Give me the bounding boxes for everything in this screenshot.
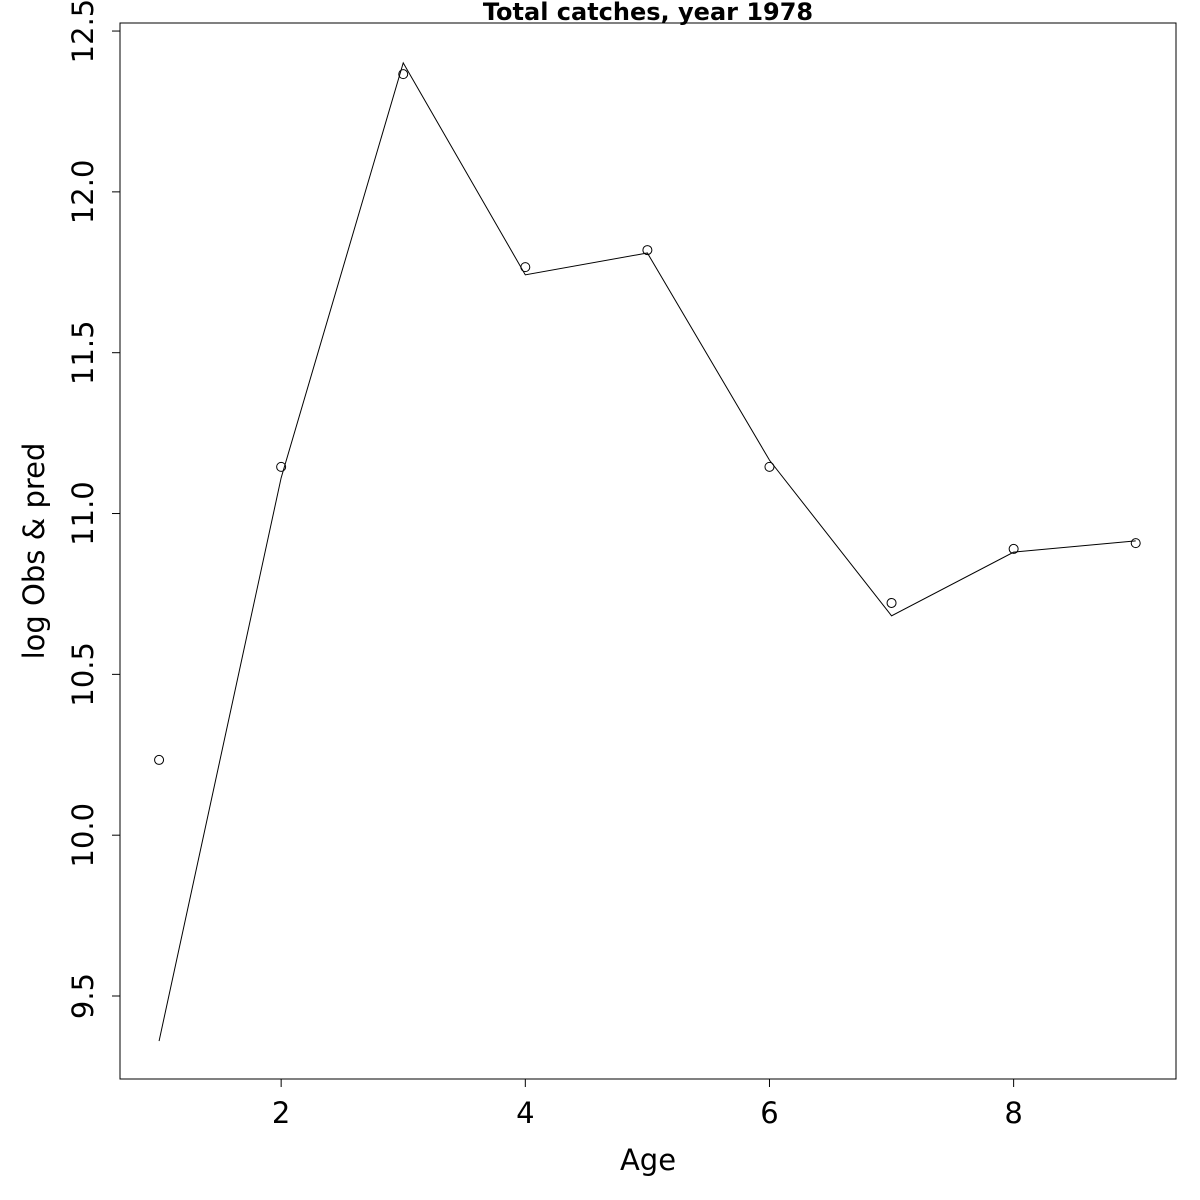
data-point [764,461,775,472]
data-point [276,461,287,472]
y-tick-label: 10.0 [66,803,100,868]
data-line [158,61,1136,1042]
x-tick-label: 6 [760,1096,778,1130]
x-axis-label: Age [620,1143,676,1177]
y-tick-label: 11.5 [66,320,100,385]
data-point [154,754,165,765]
y-tick-label: 11.0 [66,481,100,546]
data-point [886,597,897,608]
y-tick-label: 12.0 [66,160,100,225]
data-point [1008,543,1019,554]
x-tick-label: 2 [272,1096,290,1130]
x-tick-label: 4 [516,1096,534,1130]
data-point [1130,538,1141,549]
data-point [642,245,653,256]
y-tick-label: 10.5 [66,642,100,707]
y-axis-label: log Obs & pred [17,443,51,660]
data-point [398,69,409,80]
x-tick-label: 8 [1004,1096,1022,1130]
chart-title: Total catches, year 1978 [483,0,813,26]
y-tick-label: 12.5 [66,0,100,63]
y-tick-label: 9.5 [66,973,100,1019]
